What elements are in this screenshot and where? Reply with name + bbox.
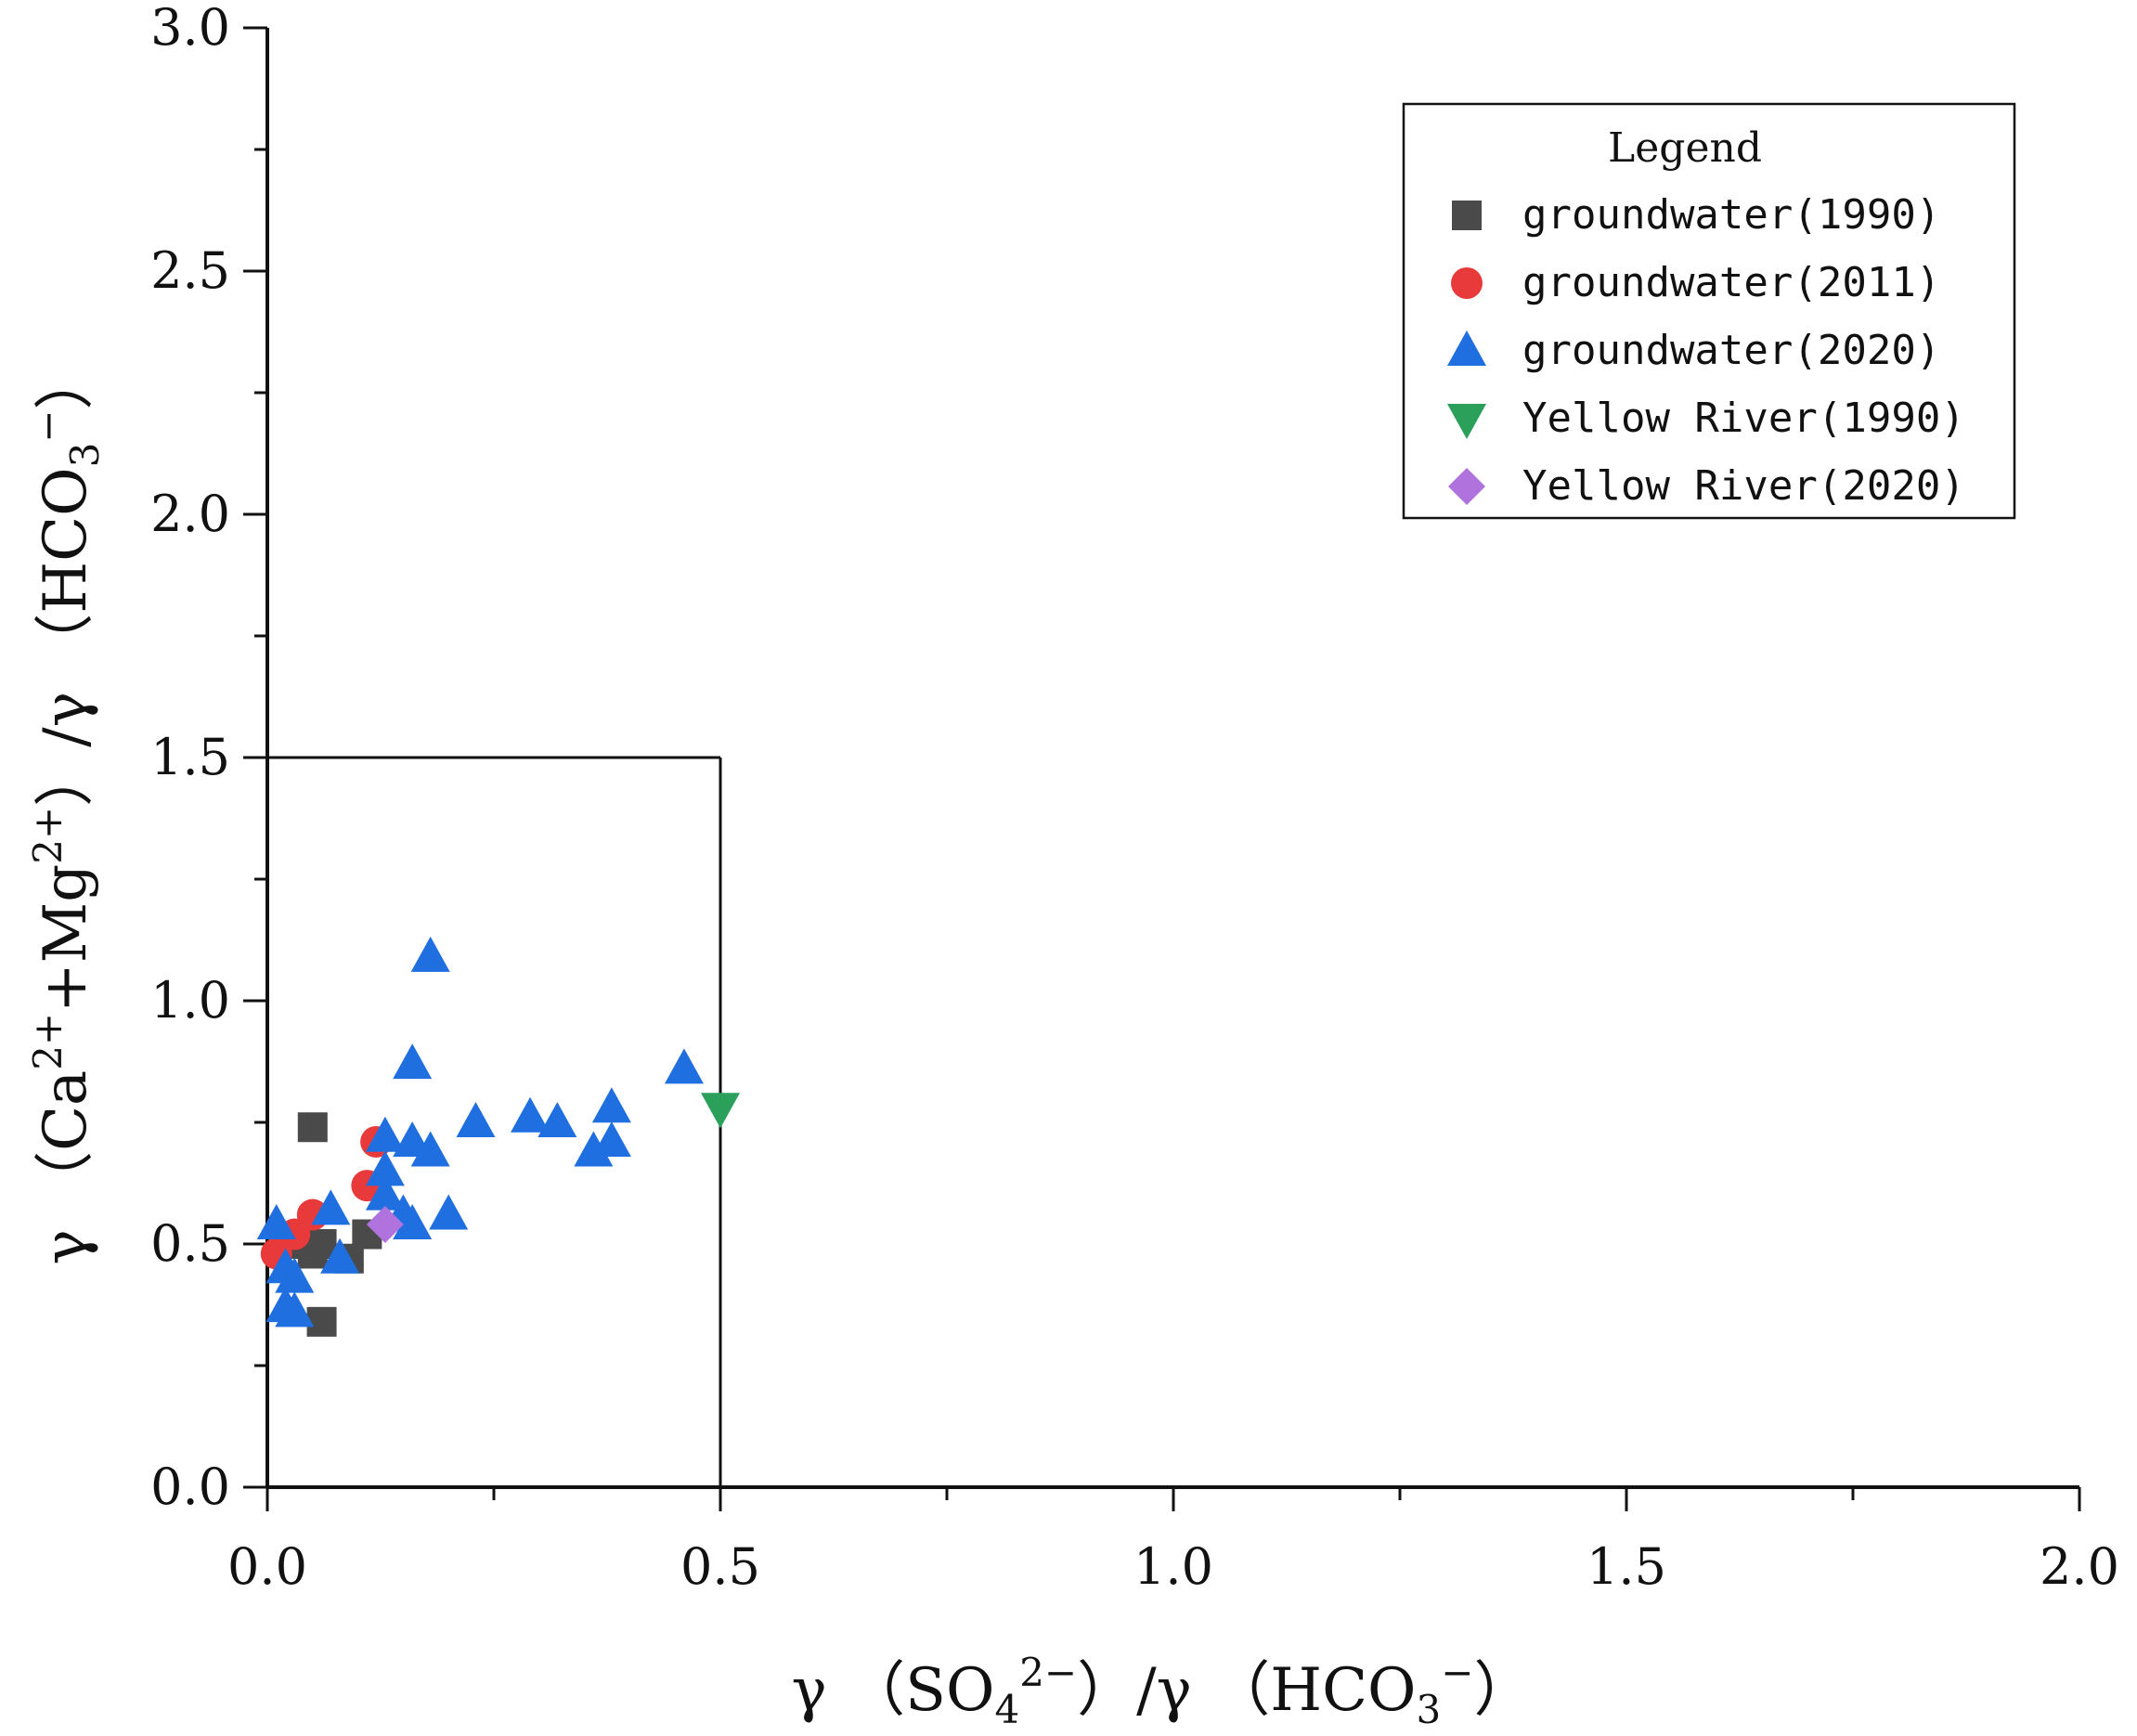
data-point <box>365 1116 405 1152</box>
x-tick-label: 1.0 <box>1133 1537 1213 1596</box>
legend-marker <box>1451 267 1483 299</box>
x-tick-label: 2.0 <box>2040 1537 2119 1596</box>
y-tick-label: 1.5 <box>150 728 230 786</box>
series-4 <box>366 1206 404 1244</box>
y-tick-label: 2.0 <box>150 485 230 543</box>
y-tick-label: 0.5 <box>150 1214 230 1273</box>
x-tick-label: 0.0 <box>227 1537 307 1596</box>
legend-entry: Yellow River(1990) <box>1522 395 1965 442</box>
legend-marker <box>1447 330 1486 366</box>
reference-box <box>267 756 722 1487</box>
legend-entry: Yellow River(2020) <box>1522 462 1965 510</box>
legend-frame <box>1402 102 2016 520</box>
legend-marker <box>1452 201 1482 230</box>
y-tick-label: 2.5 <box>150 241 230 300</box>
legend-marker <box>1448 468 1485 505</box>
data-point <box>366 1206 404 1244</box>
data-point <box>410 936 450 972</box>
data-point <box>429 1194 469 1230</box>
data-point <box>591 1121 631 1157</box>
data-point <box>574 1131 614 1167</box>
y-axis-title: γ （Ca2++Mg2+）/γ （HCO3−） <box>25 350 108 1264</box>
data-point <box>393 1043 433 1080</box>
data-point <box>664 1048 704 1084</box>
data-point <box>537 1102 577 1137</box>
data-point <box>256 1204 296 1240</box>
data-point <box>297 1112 328 1143</box>
legend: Legend groundwater(1990) groundwater(2011… <box>1402 102 2016 520</box>
data-point <box>511 1096 550 1133</box>
data-point <box>393 1204 433 1240</box>
legend-marker <box>1447 404 1486 439</box>
data-point <box>701 1093 740 1129</box>
data-point <box>320 1237 360 1274</box>
axes: 0.0 0.5 1.0 1.5 2.0 0.0 0.5 1.0 1.5 2.0 2.5 3.0 <box>150 0 2119 1596</box>
data-point <box>275 1291 315 1328</box>
x-tick-label: 1.5 <box>1587 1537 1666 1596</box>
y-tick-label: 3.0 <box>150 0 230 57</box>
series-2 <box>256 936 704 1328</box>
series-3 <box>701 1093 740 1129</box>
data-point <box>365 1150 405 1186</box>
legend-entry: groundwater(2020) <box>1522 327 1940 374</box>
data-point <box>275 1257 315 1293</box>
legend-entry: groundwater(1990) <box>1522 191 1940 239</box>
legend-title: Legend <box>1608 124 1762 172</box>
data-point <box>410 1131 450 1167</box>
data-point <box>311 1189 351 1225</box>
data-point <box>591 1087 631 1123</box>
legend-entry: groundwater(2011) <box>1522 259 1940 306</box>
data-point <box>365 1174 405 1211</box>
data-points <box>256 936 740 1337</box>
x-axis-title: γ （SO42−）/γ （HCO3−） <box>792 1650 1534 1732</box>
data-point <box>456 1102 496 1137</box>
y-tick-label: 0.0 <box>150 1457 230 1516</box>
y-tick-label: 1.0 <box>150 971 230 1030</box>
x-tick-label: 0.5 <box>680 1537 760 1596</box>
data-point <box>306 1306 337 1337</box>
